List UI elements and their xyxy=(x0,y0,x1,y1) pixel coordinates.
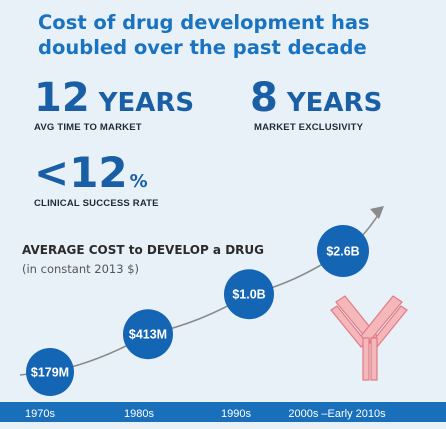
bubble-2 xyxy=(224,269,274,320)
bubble-3 xyxy=(317,225,369,277)
stat-success-rate: <12% CLINICAL SUCCESS RATE xyxy=(34,152,159,210)
chart-subtitle: (in constant 2013 $) xyxy=(22,262,139,276)
stat-exclusivity-unit: YEARS xyxy=(286,88,383,118)
stat-success-number: <12 xyxy=(34,148,128,197)
stat-success-caption: CLINICAL SUCCESS RATE xyxy=(34,198,159,209)
stat-exclusivity-caption: MARKET EXCLUSIVITY xyxy=(254,122,364,133)
stat-exclusivity-number: 8 xyxy=(250,75,278,121)
stat-avg-time: 12 YEARS AVG TIME TO MARKET xyxy=(34,78,194,133)
stat-success-unit: % xyxy=(129,171,148,192)
stat-exclusivity: 8 YEARS MARKET EXCLUSIVITY xyxy=(250,78,382,133)
page-title: Cost of drug development has doubled ove… xyxy=(38,11,370,59)
stat-exclusivity-value: 8 YEARS xyxy=(250,78,382,118)
arrow-up-right-icon xyxy=(370,206,384,219)
bubble-1 xyxy=(123,309,173,360)
stat-avg-time-number: 12 xyxy=(34,75,90,121)
x-tick-label-3: 2000s –Early 2010s xyxy=(288,408,386,420)
stat-avg-time-unit: YEARS xyxy=(98,88,195,118)
x-axis-band xyxy=(0,402,446,422)
stat-avg-time-caption: AVG TIME TO MARKET xyxy=(34,122,142,133)
bubble-0 xyxy=(26,348,74,396)
stat-success-value: <12% xyxy=(34,152,159,194)
x-tick-label-0: 1970s xyxy=(25,408,55,420)
chart-title: AVERAGE COST to DEVELOP a DRUG xyxy=(22,243,264,257)
data-label-3: $2.6B xyxy=(326,245,359,259)
data-label-2: $1.0B xyxy=(232,288,265,302)
x-tick-label-2: 1990s xyxy=(221,408,251,420)
antibody-icon xyxy=(330,295,408,381)
stat-avg-time-value: 12 YEARS xyxy=(34,78,194,118)
data-label-0: $179M xyxy=(31,366,69,380)
data-label-1: $413M xyxy=(129,328,167,342)
x-tick-label-1: 1980s xyxy=(124,408,154,420)
